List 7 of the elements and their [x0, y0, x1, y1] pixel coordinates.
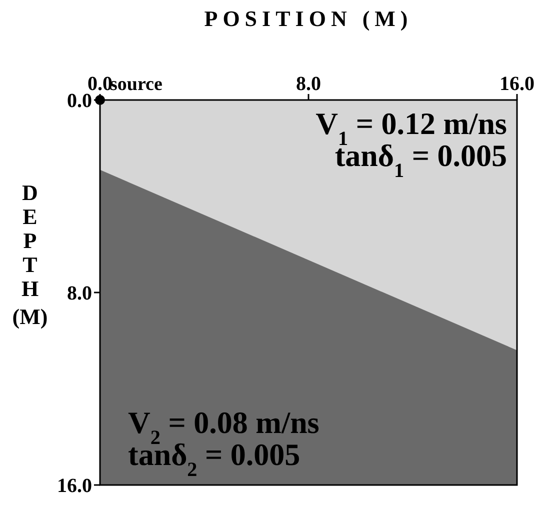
y-axis-title: DEPTH (M) [12, 180, 48, 329]
y-tick-label: 8.0 [67, 282, 92, 304]
y-tick-label: 16.0 [57, 475, 92, 497]
x-tick-label: 8.0 [296, 73, 321, 95]
x-axis-title: POSITION (M) [204, 6, 413, 31]
annotation: source [110, 74, 162, 95]
x-tick-label: 16.0 [500, 73, 534, 95]
